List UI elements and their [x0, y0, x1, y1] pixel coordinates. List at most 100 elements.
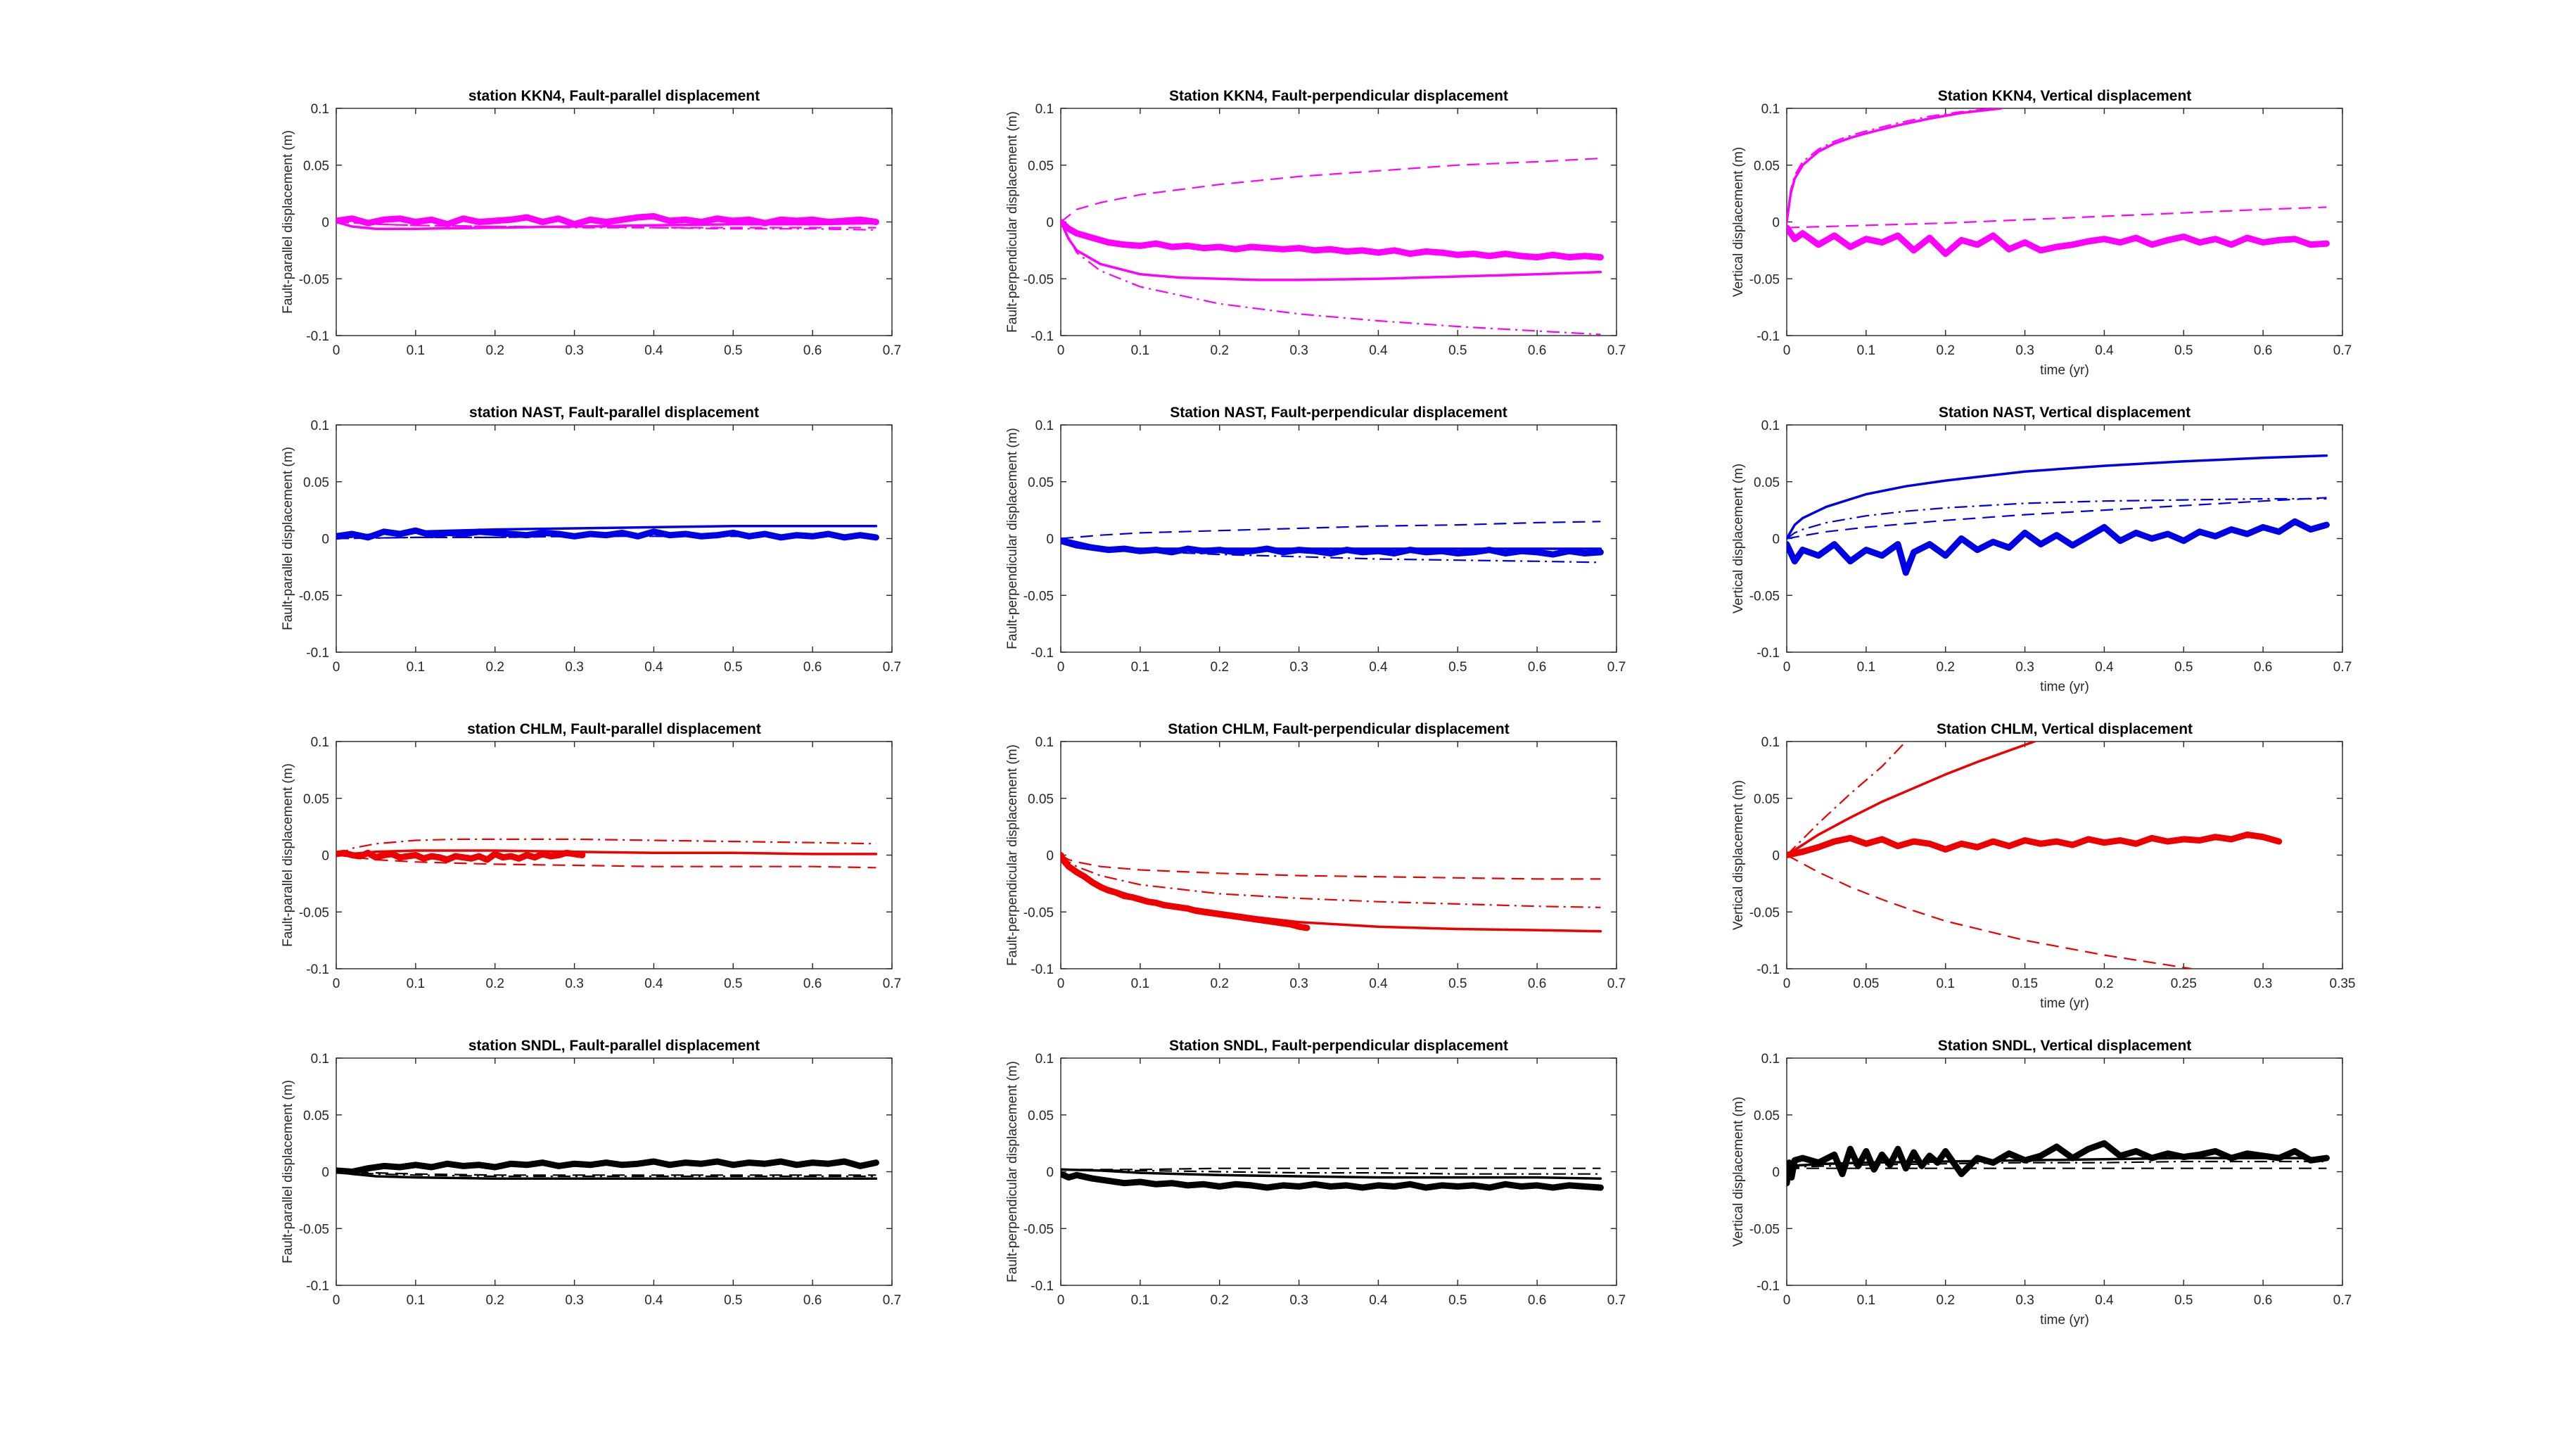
y-tick-label: 0.1: [311, 735, 329, 750]
series-line-dashed: [1787, 206, 2327, 229]
x-tick-label: 0.2: [1937, 1293, 1955, 1308]
x-tick-label: 0.7: [883, 976, 901, 991]
subplot-title: station SNDL, Fault-parallel displacemen…: [468, 1038, 760, 1054]
series-line-solid: [1787, 108, 2003, 224]
plot-area: [1786, 108, 2343, 336]
series-group: [1787, 1140, 2330, 1187]
x-tick-label: 0.7: [1607, 976, 1626, 991]
x-tick-label: 0: [1057, 343, 1065, 358]
subplot-title: Station NAST, Vertical displacement: [1939, 405, 2191, 421]
y-axis-label: Fault-parallel displacement (m): [281, 1080, 295, 1264]
y-tick-label: -0.05: [1024, 1222, 1054, 1237]
x-tick-label: 0.7: [2333, 660, 2352, 675]
x-tick-label: 0: [333, 976, 340, 991]
y-tick-label: 0: [1046, 849, 1054, 864]
y-tick-label: -0.1: [1756, 962, 1780, 977]
x-tick-label: 0.2: [1211, 343, 1229, 358]
series-line-dashed: [336, 1171, 876, 1176]
x-tick-label: 0.3: [1289, 1293, 1308, 1308]
series-line-observed: [336, 212, 879, 228]
y-axis-label: Fault-parallel displacement (m): [281, 130, 295, 314]
series-line-observed: [336, 1158, 879, 1175]
x-tick-label: 0.2: [1937, 660, 1955, 675]
series-line-dashdot: [1061, 854, 1601, 908]
x-tick-label: 0.5: [2174, 660, 2193, 675]
x-tick-label: 0.7: [883, 1293, 901, 1308]
x-tick-label: 0.6: [803, 1293, 822, 1308]
plot-area: [336, 1057, 893, 1286]
series-line-dashed: [1061, 158, 1601, 223]
x-tick-label: 0.5: [2174, 343, 2193, 358]
y-tick-label: -0.1: [306, 1279, 329, 1294]
x-tick-label: 0.4: [1369, 976, 1388, 991]
y-tick-label: 0: [1772, 216, 1780, 231]
series-line-solid: [1787, 742, 2036, 857]
y-tick-label: -0.1: [1756, 646, 1780, 661]
x-tick-label: 0.5: [724, 1293, 742, 1308]
x-tick-label: 0.7: [883, 660, 901, 675]
y-tick-label: -0.05: [1749, 905, 1780, 920]
y-axis-label: Fault-perpendicular displacement (m): [1005, 1061, 1020, 1283]
x-tick-label: 0.2: [486, 976, 504, 991]
series-line-dashed: [1061, 854, 1601, 880]
y-tick-label: -0.05: [299, 1222, 329, 1237]
x-tick-label: 0.1: [1131, 343, 1149, 358]
y-axis-label: Fault-parallel displacement (m): [281, 763, 295, 947]
x-tick-label: 0.2: [1211, 1293, 1229, 1308]
y-tick-label: 0.1: [1761, 419, 1780, 433]
x-tick-label: 0.3: [2015, 343, 2034, 358]
y-tick-label: 0.05: [1028, 476, 1054, 490]
y-tick-label: -0.1: [306, 962, 329, 977]
subplot-title: Station SNDL, Vertical displacement: [1938, 1038, 2192, 1054]
subplot-12: 0 0.1 0.2 0.3 0.4 0.5 0.6 0.7 -0.1 -0.05 0 0.05 0.1 S…: [1731, 1038, 2352, 1328]
x-tick-label: 0.1: [407, 343, 425, 358]
x-tick-label: 0.2: [1211, 976, 1229, 991]
series-line-solid: [1061, 1168, 1602, 1180]
x-tick-label: 0.3: [565, 976, 583, 991]
y-axis-label: Fault-perpendicular displacement (m): [1005, 744, 1020, 966]
x-tick-label: 0.1: [407, 660, 425, 675]
series-line-dashdot: [1787, 1160, 2327, 1169]
plot-area: [1060, 108, 1617, 336]
x-tick-label: 0.4: [1369, 343, 1388, 358]
series-line-observed: [1061, 537, 1604, 558]
y-tick-label: 0.1: [1761, 1052, 1780, 1067]
y-tick-label: -0.05: [299, 905, 329, 920]
subplot-6: 0 0.1 0.2 0.3 0.4 0.5 0.6 0.7 -0.1 -0.05 0 0.05 0.1 S…: [1731, 405, 2352, 694]
series-line-dashed: [1787, 854, 2192, 969]
x-tick-label: 0.5: [724, 660, 742, 675]
y-tick-label: 0.1: [1035, 735, 1054, 750]
plot-area: [1060, 741, 1617, 969]
series-line-dashed: [1061, 1167, 1601, 1171]
x-tick-label: 0.3: [1289, 343, 1308, 358]
plot-area: [1786, 741, 2343, 969]
series-line-solid: [1787, 1157, 2328, 1168]
series-group: [1061, 1167, 1604, 1191]
x-tick-label: 0.6: [2254, 660, 2272, 675]
x-tick-label: 0: [1783, 1293, 1791, 1308]
x-tick-label: 0.1: [407, 976, 425, 991]
y-tick-label: -0.05: [1749, 589, 1780, 604]
series-line-observed: [336, 849, 586, 863]
series-line-dashdot: [1787, 742, 1907, 856]
x-tick-label: 0.4: [644, 976, 663, 991]
x-tick-label: 0.2: [486, 660, 504, 675]
y-tick-label: -0.1: [1031, 329, 1054, 344]
x-tick-label: 0.6: [803, 976, 822, 991]
subplot-title: Station NAST, Fault-perpendicular displa…: [1170, 405, 1507, 421]
series-group: [1787, 454, 2330, 576]
x-tick-label: 0.1: [1937, 976, 1955, 991]
subplot-title: Station CHLM, Vertical displacement: [1937, 721, 2193, 737]
series-line-observed: [1061, 219, 1604, 261]
x-tick-label: 0.4: [2095, 343, 2114, 358]
x-tick-label: 0.1: [1131, 976, 1149, 991]
x-tick-label: 0.5: [1448, 1293, 1467, 1308]
x-tick-label: 0: [333, 343, 340, 358]
x-tick-label: 0.6: [2254, 1293, 2272, 1308]
y-tick-label: -0.1: [306, 329, 329, 344]
series-line-dashdot: [336, 221, 876, 231]
y-tick-label: 0: [321, 849, 329, 864]
y-axis-label: Fault-perpendicular displacement (m): [1005, 111, 1020, 333]
y-axis-label: Fault-parallel displacement (m): [281, 447, 295, 630]
